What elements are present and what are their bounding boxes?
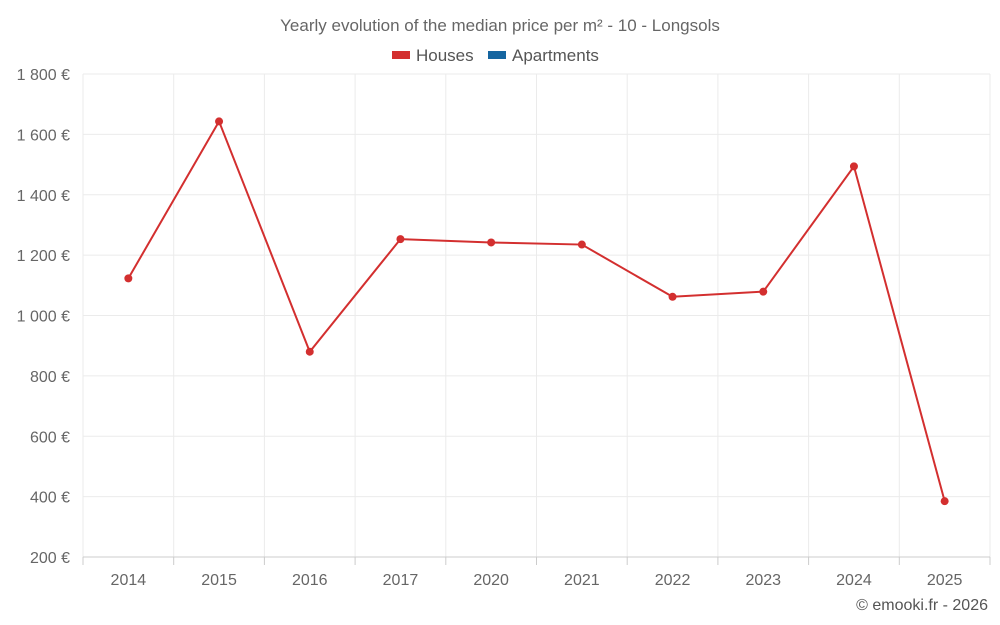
x-tick-label: 2022 xyxy=(655,572,691,589)
y-tick-label: 1 600 € xyxy=(17,127,70,144)
data-point-2014[interactable] xyxy=(124,274,133,283)
data-point-2022[interactable] xyxy=(668,292,677,301)
x-tick-label: 2014 xyxy=(111,572,147,589)
data-point-2023[interactable] xyxy=(759,287,768,296)
y-axis: 200 € 400 € 600 € 800 € 1 000 € 1 200 € 1 400 … xyxy=(17,67,70,567)
x-tick-label: 2024 xyxy=(836,572,872,589)
series-line-houses xyxy=(127,119,946,502)
y-tick-label: 1 200 € xyxy=(17,248,70,265)
data-point-2017[interactable] xyxy=(396,235,405,244)
data-point-2024[interactable] xyxy=(849,162,858,171)
x-tick-label: 2021 xyxy=(564,572,600,589)
y-tick-label: 1 000 € xyxy=(17,309,70,326)
x-tick-label: 2025 xyxy=(927,572,963,589)
legend-swatch-apartments[interactable] xyxy=(488,51,506,59)
credit-text: © emooki.fr - 2026 xyxy=(856,597,988,614)
y-tick-label: 400 € xyxy=(30,490,70,507)
chart-title: Yearly evolution of the median price per… xyxy=(280,16,720,35)
data-point-2016[interactable] xyxy=(305,347,314,356)
data-point-2021[interactable] xyxy=(577,240,586,249)
y-tick-label: 1 800 € xyxy=(17,67,70,84)
y-tick-label: 200 € xyxy=(30,550,70,567)
y-tick-label: 800 € xyxy=(30,369,70,386)
grid xyxy=(82,73,991,558)
legend-swatch-houses[interactable] xyxy=(392,51,410,59)
series xyxy=(124,117,949,506)
x-tick-label: 2017 xyxy=(383,572,419,589)
legend-label-apartments[interactable]: Apartments xyxy=(512,46,599,65)
y-tick-label: 600 € xyxy=(30,429,70,446)
x-tick-label: 2020 xyxy=(473,572,509,589)
x-axis: 2014 2015 2016 2017 2020 2021 2022 2023 2024 2025 xyxy=(82,556,991,589)
x-tick-label: 2023 xyxy=(745,572,781,589)
legend-label-houses[interactable]: Houses xyxy=(416,46,474,65)
data-point-2015[interactable] xyxy=(215,117,224,126)
y-tick-label: 1 400 € xyxy=(17,188,70,205)
data-point-2020[interactable] xyxy=(487,238,496,247)
x-tick-label: 2015 xyxy=(201,572,237,589)
x-tick-label: 2016 xyxy=(292,572,328,589)
legend: Houses Apartments xyxy=(392,46,599,65)
data-point-2025[interactable] xyxy=(940,497,949,506)
